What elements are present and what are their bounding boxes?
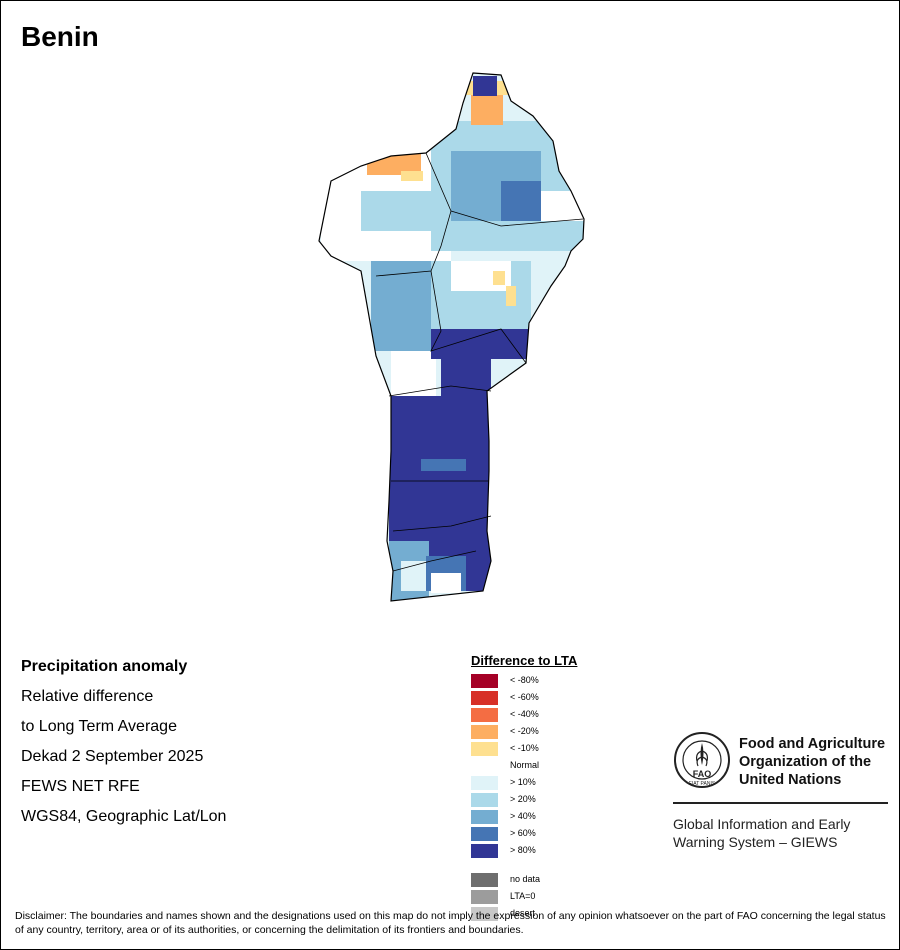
legend-item: < -60% (471, 689, 577, 706)
giews-name: Global Information and Early Warning Sys… (673, 815, 850, 851)
legend-swatch (471, 691, 498, 705)
legend-item: < -80% (471, 672, 577, 689)
map-info-block: Precipitation anomaly Relative differenc… (21, 657, 226, 837)
legend-swatch (471, 890, 498, 904)
legend-label: LTA=0 (510, 891, 536, 901)
legend-label: < -10% (510, 743, 539, 753)
legend-label: desert (510, 908, 536, 918)
legend-swatch (471, 793, 498, 807)
legend-extra-item: no data (471, 871, 577, 888)
fao-logo-text: FAO (693, 769, 712, 779)
legend-item: > 40% (471, 808, 577, 825)
legend-item: > 20% (471, 791, 577, 808)
legend-swatch (471, 708, 498, 722)
fao-logo-icon: FAO FIAT PANIS (674, 732, 730, 788)
fao-name-line1: Food and Agriculture (739, 736, 886, 752)
fao-motto-text: FIAT PANIS (689, 781, 716, 787)
legend-swatch (471, 725, 498, 739)
giews-line2: Warning System – GIEWS (673, 834, 838, 850)
legend-extra-item: LTA=0 (471, 888, 577, 905)
legend-extra-item: desert (471, 905, 577, 922)
legend-label: < -80% (510, 675, 539, 685)
legend-swatch (471, 827, 498, 841)
map-title: Benin (21, 21, 99, 52)
legend-item: > 80% (471, 842, 577, 859)
legend-label: > 60% (510, 828, 536, 838)
anomaly-raster (319, 73, 584, 601)
giews-line1: Global Information and Early (673, 816, 851, 832)
info-line1: Relative difference (21, 688, 154, 705)
legend-label: < -20% (510, 726, 539, 736)
fao-divider (673, 802, 888, 804)
legend-item: < -40% (471, 706, 577, 723)
fao-name: Food and Agriculture Organization of the… (739, 735, 885, 789)
department-boundaries (375, 152, 584, 572)
legend-swatch (471, 776, 498, 790)
legend-label: > 80% (510, 845, 536, 855)
legend-swatch (471, 759, 498, 773)
legend-label: Normal (510, 760, 540, 770)
fao-name-line2: Organization of the (739, 754, 872, 770)
legend-item: > 60% (471, 825, 577, 842)
country-outline (318, 72, 585, 602)
legend-swatch (471, 810, 498, 824)
info-projection: WGS84, Geographic Lat/Lon (21, 808, 227, 825)
legend-swatch (471, 674, 498, 688)
legend-swatch (471, 844, 498, 858)
legend-label: < -40% (510, 709, 539, 719)
legend-label: > 40% (510, 811, 536, 821)
legend-item: Normal (471, 757, 577, 774)
legend: Difference to LTA < -80% < -60% < -40% <… (471, 653, 577, 922)
info-heading: Precipitation anomaly (21, 658, 188, 675)
info-line2: to Long Term Average (21, 718, 177, 735)
legend-swatch (471, 873, 498, 887)
legend-label: < -60% (510, 692, 539, 702)
disclaimer: Disclaimer: The boundaries and names sho… (15, 910, 886, 936)
legend-item: < -10% (471, 740, 577, 757)
legend-swatch (471, 907, 498, 921)
fao-name-line3: United Nations (739, 772, 842, 788)
legend-label: > 20% (510, 794, 536, 804)
legend-title: Difference to LTA (471, 653, 578, 668)
info-period: Dekad 2 September 2025 (21, 748, 204, 765)
benin-anomaly-map (318, 72, 585, 602)
legend-item: > 10% (471, 774, 577, 791)
legend-swatch (471, 742, 498, 756)
info-source: FEWS NET RFE (21, 778, 140, 795)
legend-item: < -20% (471, 723, 577, 740)
legend-label: no data (510, 874, 541, 884)
legend-label: > 10% (510, 777, 536, 787)
